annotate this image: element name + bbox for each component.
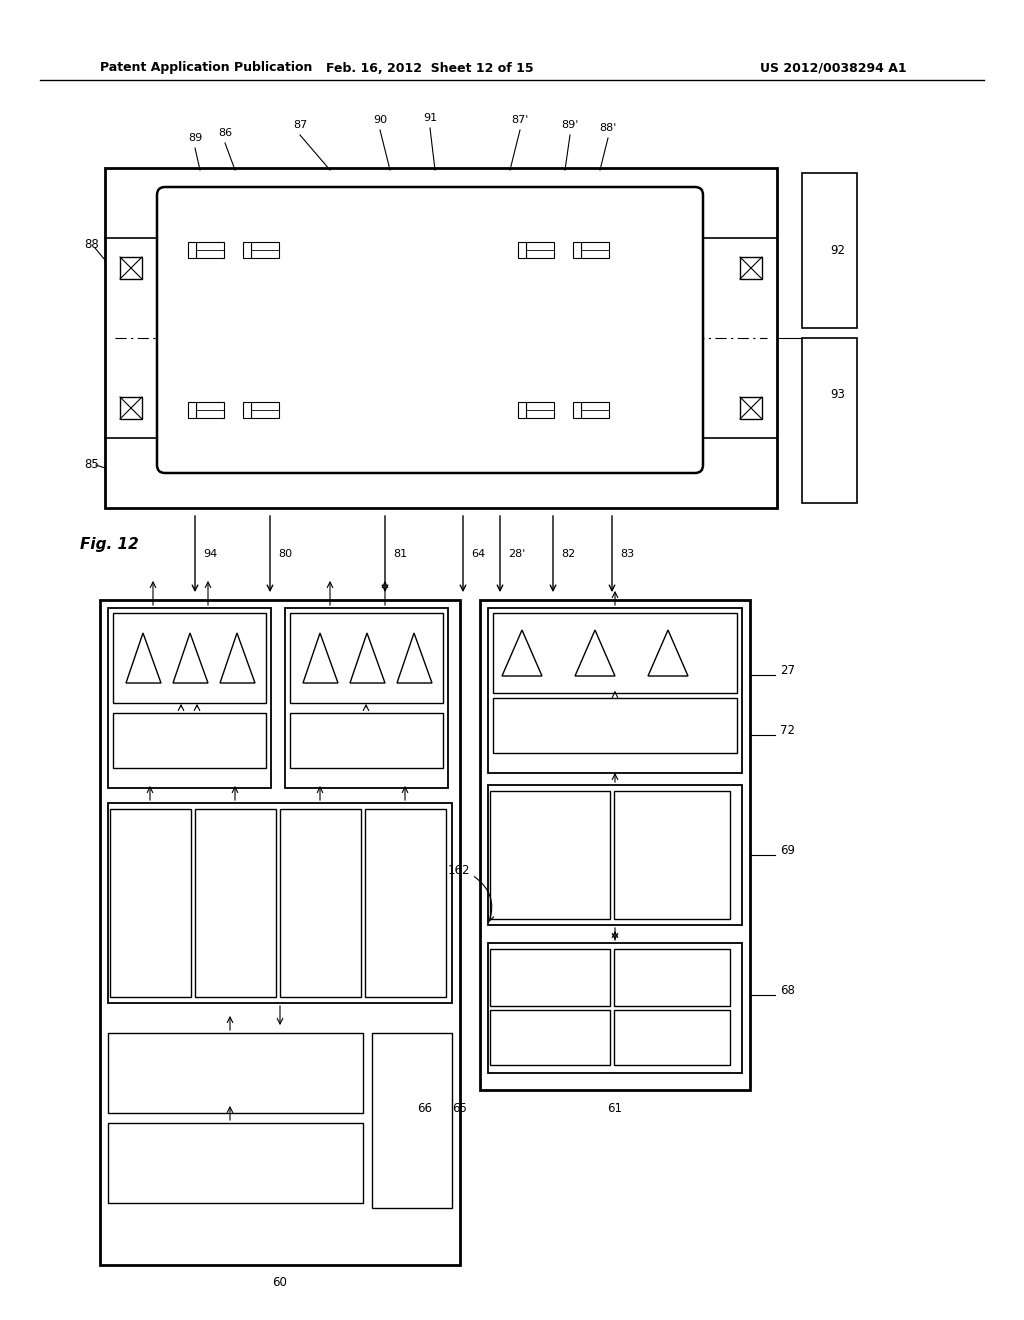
Text: Patent Application Publication: Patent Application Publication: [100, 62, 312, 74]
Text: 162: 162: [447, 863, 470, 876]
Bar: [108, 609, 271, 788]
Bar: [614, 791, 730, 919]
Text: 27: 27: [780, 664, 795, 676]
Text: 88': 88': [599, 123, 616, 133]
Bar: [490, 949, 610, 1006]
Text: 88: 88: [84, 239, 98, 252]
Text: 60: 60: [272, 1276, 288, 1290]
Text: 28': 28': [508, 549, 525, 558]
Bar: [488, 785, 742, 925]
Bar: [196, 403, 224, 418]
Bar: [518, 403, 526, 418]
Bar: [108, 1123, 362, 1203]
Text: 85: 85: [84, 458, 98, 471]
Bar: [614, 1010, 730, 1065]
Text: 89: 89: [187, 133, 202, 143]
Text: 89': 89': [561, 120, 579, 129]
Bar: [108, 803, 452, 1003]
Text: US 2012/0038294 A1: US 2012/0038294 A1: [760, 62, 906, 74]
Text: 87: 87: [293, 120, 307, 129]
Bar: [120, 397, 142, 418]
Text: 66: 66: [418, 1101, 432, 1114]
Bar: [614, 949, 730, 1006]
Text: 64: 64: [471, 549, 485, 558]
Bar: [243, 242, 251, 257]
Bar: [105, 168, 777, 508]
Text: 65: 65: [453, 1101, 467, 1114]
Bar: [493, 698, 737, 752]
Text: 81: 81: [393, 549, 408, 558]
Text: 61: 61: [607, 1101, 623, 1114]
FancyBboxPatch shape: [157, 187, 703, 473]
Bar: [802, 338, 857, 503]
Bar: [251, 403, 279, 418]
Bar: [480, 601, 750, 1090]
Bar: [526, 242, 554, 257]
Bar: [740, 397, 762, 418]
Text: 93: 93: [830, 388, 845, 401]
Text: 90: 90: [373, 115, 387, 125]
Bar: [490, 1010, 610, 1065]
Bar: [581, 242, 609, 257]
Bar: [113, 612, 266, 704]
Bar: [280, 809, 361, 997]
Text: Fig. 12: Fig. 12: [80, 537, 138, 553]
Text: 80: 80: [278, 549, 292, 558]
Bar: [493, 612, 737, 693]
Bar: [740, 257, 762, 279]
Bar: [106, 170, 775, 240]
Text: 69: 69: [780, 843, 795, 857]
Bar: [188, 403, 196, 418]
Bar: [372, 1034, 452, 1208]
Bar: [573, 242, 581, 257]
Text: Feb. 16, 2012  Sheet 12 of 15: Feb. 16, 2012 Sheet 12 of 15: [327, 62, 534, 74]
Bar: [490, 791, 610, 919]
Bar: [518, 242, 526, 257]
Text: 92: 92: [830, 243, 845, 256]
Bar: [251, 242, 279, 257]
Bar: [243, 403, 251, 418]
Text: 94: 94: [203, 549, 217, 558]
Bar: [195, 809, 276, 997]
Bar: [188, 242, 196, 257]
Bar: [113, 713, 266, 768]
Bar: [290, 713, 443, 768]
Bar: [110, 809, 191, 997]
Bar: [360, 210, 525, 425]
Bar: [106, 436, 775, 506]
Bar: [365, 809, 446, 997]
Text: 86: 86: [218, 128, 232, 139]
Text: 87': 87': [511, 115, 528, 125]
Bar: [573, 403, 581, 418]
Bar: [581, 403, 609, 418]
Bar: [100, 601, 460, 1265]
Bar: [196, 242, 224, 257]
Bar: [488, 609, 742, 774]
Bar: [108, 1034, 362, 1113]
Bar: [802, 173, 857, 327]
Text: 82: 82: [561, 549, 575, 558]
Text: 83: 83: [620, 549, 634, 558]
Text: 68: 68: [780, 983, 795, 997]
Bar: [285, 609, 449, 788]
Text: 72: 72: [780, 723, 795, 737]
Bar: [526, 403, 554, 418]
Bar: [488, 942, 742, 1073]
Bar: [120, 257, 142, 279]
Text: 91: 91: [423, 114, 437, 123]
Bar: [290, 612, 443, 704]
